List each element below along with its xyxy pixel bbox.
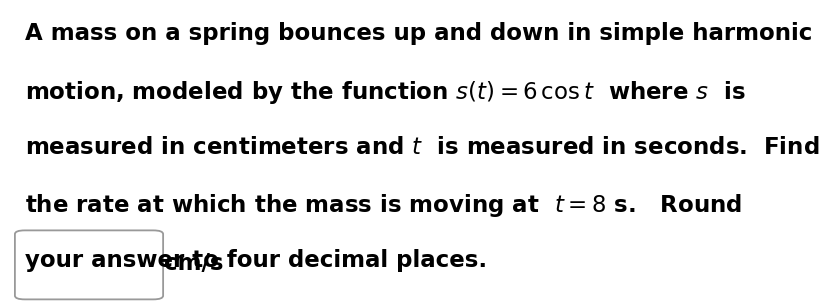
Text: measured in centimeters and $t$  is measured in seconds.  Find: measured in centimeters and $t$ is measu…: [25, 136, 818, 159]
Text: your answer to four decimal places.: your answer to four decimal places.: [25, 249, 486, 273]
Text: motion, modeled by the function $s(t) = 6\,\mathrm{cos}\,t$  where $s$  is: motion, modeled by the function $s(t) = …: [25, 79, 745, 106]
FancyBboxPatch shape: [15, 230, 163, 299]
Text: cm/s: cm/s: [164, 252, 223, 275]
Text: A mass on a spring bounces up and down in simple harmonic: A mass on a spring bounces up and down i…: [25, 22, 811, 45]
Text: the rate at which the mass is moving at  $t = 8$ s.   Round: the rate at which the mass is moving at …: [25, 192, 741, 220]
